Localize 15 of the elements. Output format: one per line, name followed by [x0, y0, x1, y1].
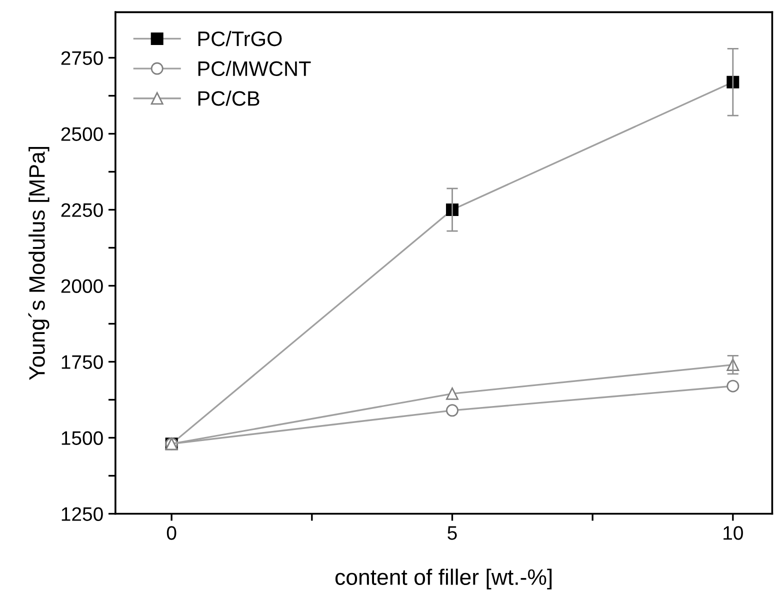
x-tick-label: 5	[448, 526, 457, 540]
y-tick-label: 1750	[62, 355, 103, 369]
x-axis-title: content of filler [wt.-%]	[335, 568, 552, 590]
y-tick-label: 2000	[61, 279, 103, 293]
x-tick-label: 0	[166, 526, 176, 540]
y-tick-label: 2750	[61, 51, 103, 65]
legend-label: PC/CB	[198, 90, 260, 106]
y-tick-label: 1250	[62, 507, 103, 521]
legend-label: PC/MWCNT	[198, 60, 311, 76]
x-tick-label: 10	[724, 526, 743, 540]
y-tick-label: 2250	[61, 203, 103, 217]
y-axis-title: Young´s Modulus [MPa]	[28, 146, 50, 380]
y-tick-label: 2500	[61, 127, 103, 141]
legend-label: PC/TrGO	[198, 30, 282, 46]
y-tick-label: 1500	[62, 431, 103, 445]
